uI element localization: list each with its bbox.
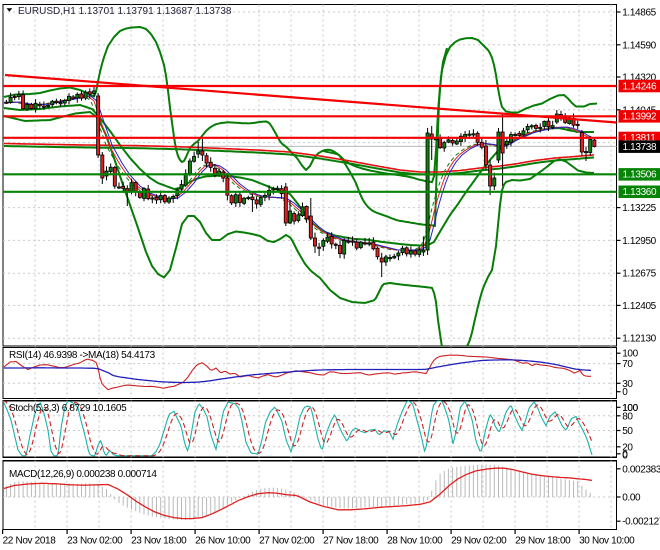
svg-text:1.13506: 1.13506 [623, 170, 657, 181]
svg-text:30 Nov 10:00: 30 Nov 10:00 [579, 536, 635, 547]
svg-text:20: 20 [622, 442, 633, 453]
svg-text:30: 30 [622, 379, 633, 390]
svg-text:29 Nov 18:00: 29 Nov 18:00 [515, 536, 571, 547]
svg-text:23 Nov 18:00: 23 Nov 18:00 [131, 536, 187, 547]
svg-text:0: 0 [622, 449, 628, 460]
svg-text:0: 0 [622, 451, 628, 462]
svg-text:-0.002127: -0.002127 [622, 517, 660, 528]
svg-text:0.00: 0.00 [622, 493, 641, 504]
svg-text:100: 100 [622, 403, 638, 414]
svg-text:27 Nov 02:00: 27 Nov 02:00 [259, 536, 315, 547]
svg-text:22 Nov 2018: 22 Nov 2018 [3, 536, 57, 547]
svg-text:29 Nov 02:00: 29 Nov 02:00 [451, 536, 507, 547]
svg-text:27 Nov 18:00: 27 Nov 18:00 [323, 536, 379, 547]
svg-text:0: 0 [622, 387, 628, 398]
svg-text:50: 50 [622, 426, 633, 437]
svg-text:1.12675: 1.12675 [622, 269, 656, 280]
svg-text:1.14865: 1.14865 [622, 8, 656, 19]
svg-text:1.14320: 1.14320 [622, 73, 656, 84]
svg-text:70: 70 [622, 359, 633, 370]
svg-text:EURUSD,H1 1.13701 1.13791 1.1: EURUSD,H1 1.13701 1.13791 1.13687 1.1373… [18, 6, 232, 17]
svg-text:Stoch(5,3,3) 6.8729 10.1605: Stoch(5,3,3) 6.8729 10.1605 [9, 403, 127, 414]
svg-text:80: 80 [622, 411, 633, 422]
svg-text:1.12405: 1.12405 [622, 301, 656, 312]
svg-text:28 Nov 10:00: 28 Nov 10:00 [387, 536, 443, 547]
svg-text:1.12130: 1.12130 [622, 334, 656, 345]
svg-text:1.14590: 1.14590 [622, 40, 656, 51]
svg-text:MACD(12,26,9) 0.000238 0.00071: MACD(12,26,9) 0.000238 0.000714 [9, 469, 157, 480]
svg-text:RSI(14) 46.9398 ->MA(18) 54.4: RSI(14) 46.9398 ->MA(18) 54.4173 [9, 350, 156, 361]
svg-text:1.13992: 1.13992 [623, 112, 657, 123]
svg-text:1.14246: 1.14246 [623, 81, 657, 92]
svg-text:100: 100 [622, 349, 638, 360]
svg-text:0.002383: 0.002383 [622, 464, 660, 475]
svg-text:23 Nov 02:00: 23 Nov 02:00 [67, 536, 123, 547]
svg-text:1.12950: 1.12950 [622, 236, 656, 247]
svg-text:1.13811: 1.13811 [623, 133, 657, 144]
svg-text:1.13738: 1.13738 [623, 142, 657, 153]
svg-text:26 Nov 10:00: 26 Nov 10:00 [195, 536, 251, 547]
svg-text:100: 100 [622, 403, 638, 414]
svg-text:1.13360: 1.13360 [623, 187, 657, 198]
svg-text:1.13225: 1.13225 [622, 203, 656, 214]
